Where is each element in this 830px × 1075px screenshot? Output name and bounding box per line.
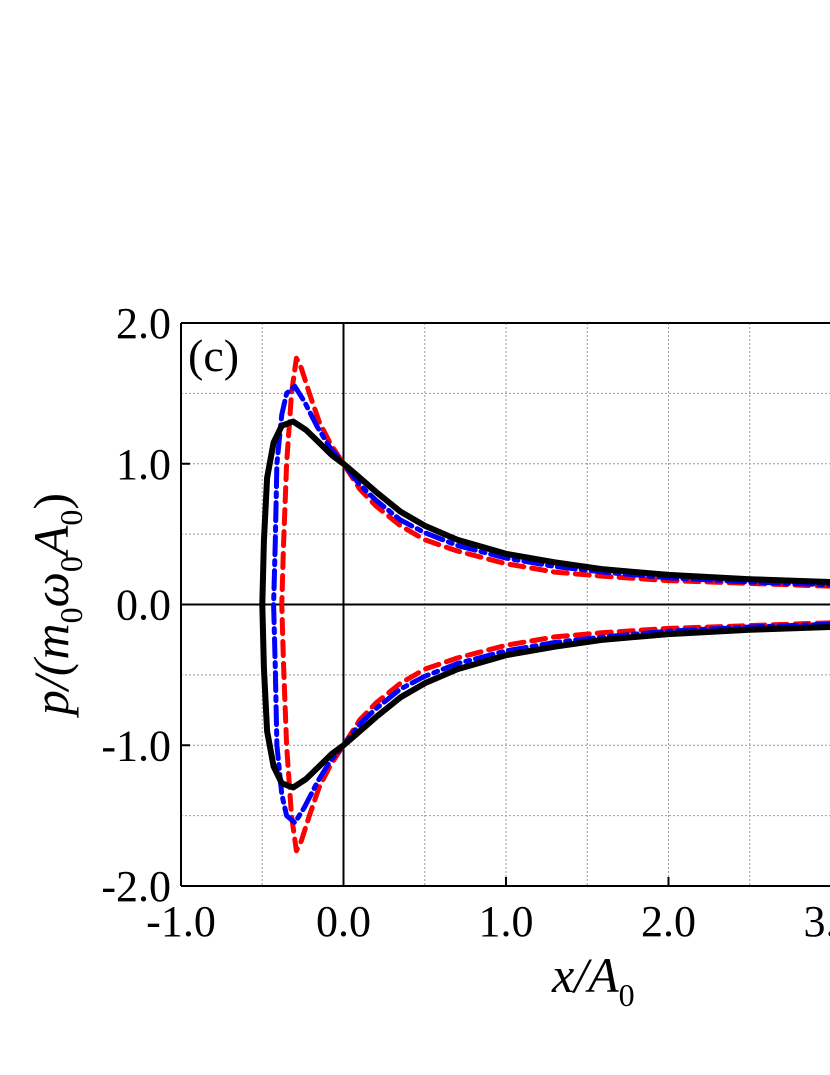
series-curve-solid bbox=[259, 418, 830, 791]
y-tick-label: -1.0 bbox=[101, 721, 171, 770]
reference-lines bbox=[181, 323, 830, 886]
series-curves bbox=[259, 355, 830, 854]
x-tick-label: 3.0 bbox=[804, 897, 830, 946]
series-curve-dash-dot bbox=[271, 383, 830, 826]
x-tick-label: 2.0 bbox=[641, 897, 696, 946]
x-tick-label: 1.0 bbox=[479, 897, 534, 946]
tick-labels: -1.00.01.02.03.0-2.0-1.00.01.02.0 bbox=[101, 299, 830, 946]
y-axis-title: p/(m0ω0A0) bbox=[23, 493, 89, 718]
y-tick-label: -2.0 bbox=[101, 862, 171, 911]
panel-label: (c) bbox=[188, 330, 239, 381]
series-curve-dashed bbox=[279, 355, 830, 854]
x-axis-title: x/A0 bbox=[551, 947, 635, 1013]
y-tick-label: 1.0 bbox=[116, 440, 171, 489]
x-tick-label: 0.0 bbox=[316, 897, 371, 946]
x-tick-label: -1.0 bbox=[146, 897, 216, 946]
y-tick-label: 0.0 bbox=[116, 581, 171, 630]
y-tick-label: 2.0 bbox=[116, 299, 171, 348]
